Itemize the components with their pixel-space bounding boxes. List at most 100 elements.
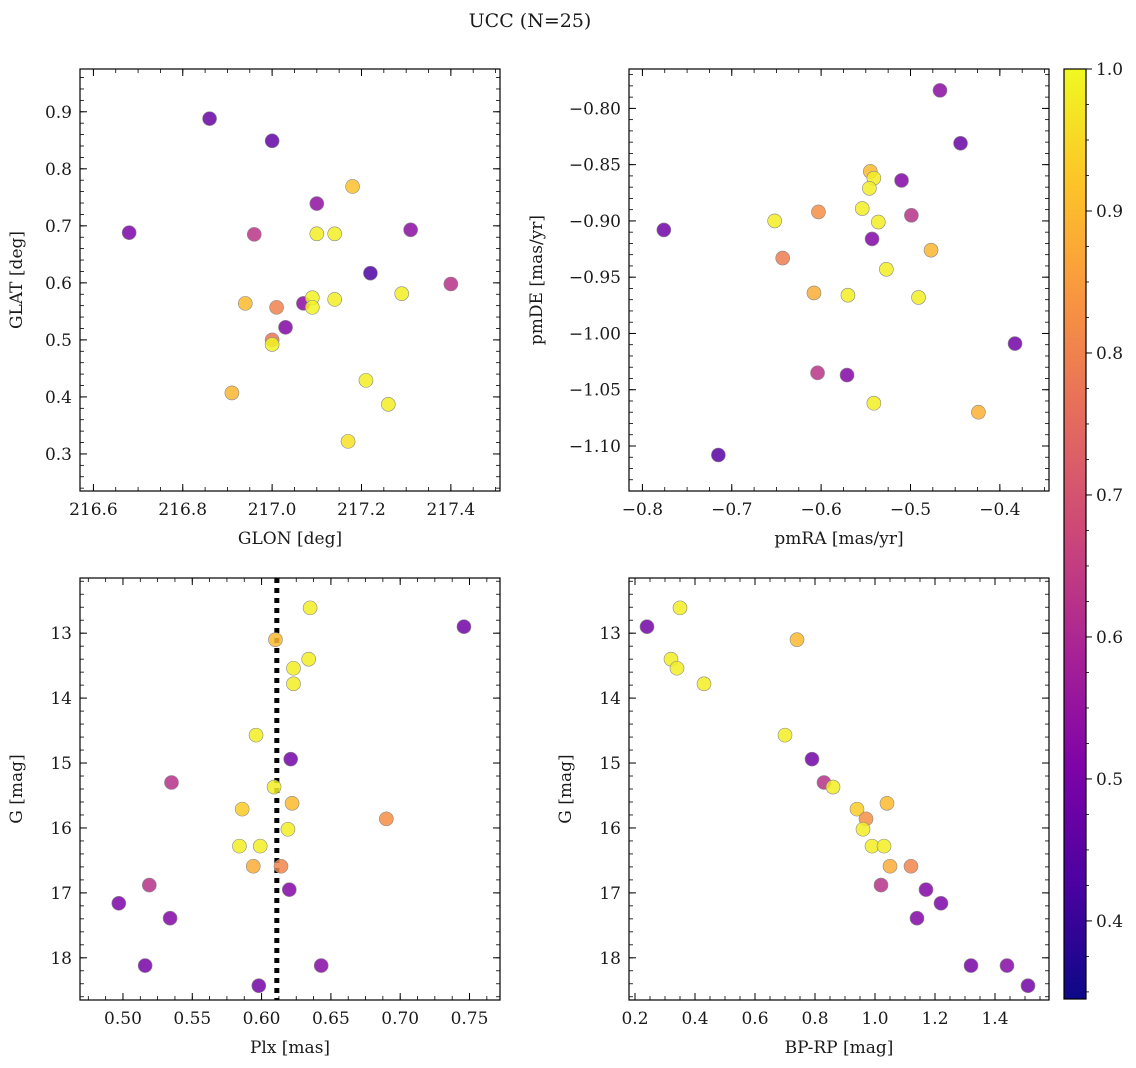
x-tick-label: 0.70 [381,1009,419,1029]
data-point [202,111,217,126]
data-point [245,858,261,874]
x-tick-label: −0.7 [711,500,752,520]
data-point [286,676,301,692]
data-point [839,367,855,383]
x-tick-label: 0.2 [621,1009,648,1029]
data-point [855,821,871,837]
panel-pmra-pmde: −0.8 −0.7 −0.6 −0.5 −0.4 −1.10 −1.05 −1.00 −0.95… [527,68,1050,549]
colorbar-tick-label: 0.6 [1096,628,1123,648]
data-point [777,727,793,743]
y-tick-label: 17 [50,884,72,904]
data-point [854,201,870,216]
data-point [806,285,822,301]
data-point [840,287,856,303]
figure-title: UCC (N=25) [469,10,592,32]
x-tick-label: 1.4 [981,1009,1008,1029]
data-point [111,895,127,911]
data-point [309,226,325,242]
y-tick-label: 0.9 [45,103,72,123]
panel-bprp-g: 0.2 0.4 0.6 0.8 1.0 1.2 1.4 13 14 15 16 17 18 BP-RP [… [556,577,1050,1058]
colorbar: 0.4 0.5 0.6 0.7 0.8 0.9 1.0 [1063,60,1123,1000]
data-point [248,727,264,743]
data-point [284,795,300,811]
y-tick-label: 0.8 [45,160,72,180]
data-point [656,222,672,238]
data-point [121,225,137,240]
data-point [876,838,892,854]
y-tick-label: 0.6 [45,274,72,294]
y-tick-label: 17 [599,884,621,904]
data-point [953,135,968,151]
data-point [923,242,939,258]
x-tick-label: −0.6 [800,500,841,520]
x-tick-label: −0.5 [890,500,931,520]
y-tick-label: 0.5 [45,331,72,351]
y-axis-label: GLAT [deg] [7,231,27,329]
axes-frame [79,577,501,1001]
x-tick-label: 217.0 [248,500,297,520]
data-point [379,811,394,827]
data-point [849,801,865,817]
data-point [911,290,926,305]
data-point [301,651,317,667]
data-point [711,447,726,463]
x-tick-label: 0.4 [681,1009,708,1029]
x-tick-label: 0.65 [312,1009,350,1029]
colorbar-tick-label: 0.5 [1096,770,1123,790]
y-tick-label: 15 [599,754,621,774]
data-point [879,795,895,811]
data-point [137,958,153,973]
x-tick-label: 216.6 [69,500,118,520]
x-tick-label: −0.8 [622,500,663,520]
data-point [142,877,157,893]
y-tick-label: 16 [599,819,621,839]
data-point [286,660,301,676]
data-point [999,958,1015,973]
x-tick-label: 1.2 [921,1009,948,1029]
x-tick-label: −0.4 [979,500,1020,520]
colorbar-gradient [1064,69,1086,999]
x-axis-label: GLON [deg] [238,529,342,549]
data-point [363,265,378,281]
data-point [268,632,283,647]
axes-frame [79,68,501,492]
data-point [394,286,410,301]
data-point [273,858,289,874]
y-axis-label: G [mag] [7,754,27,823]
y-tick-label: −1.05 [569,381,621,401]
x-axis-label: BP-RP [mag] [785,1038,894,1058]
data-point [266,779,282,795]
data-point [340,434,356,449]
y-tick-label: 13 [50,624,72,644]
data-point [672,600,688,616]
y-tick-label: −0.90 [569,212,621,232]
panel-glon-glat: 216.6 216.8 217.0 217.2 217.4 0.3 0.4 0.5 0.6 0.7… [7,68,501,549]
data-point [252,838,268,854]
data-point [1007,336,1023,351]
x-axis-label: Plx [mas] [250,1038,330,1058]
x-tick-label: 0.75 [451,1009,489,1029]
x-tick-label: 0.55 [173,1009,211,1029]
y-tick-label: 0.7 [45,217,72,237]
data-point [933,895,949,911]
data-point [862,180,877,196]
panel-plx-g: 0.50 0.55 0.60 0.65 0.70 0.75 13 14 15 16 17 18 Plx … [7,577,501,1058]
data-point [932,83,948,98]
data-point [873,877,889,893]
y-tick-label: 0.4 [45,388,72,408]
x-tick-label: 0.60 [243,1009,281,1029]
y-tick-label: 0.3 [45,445,72,465]
data-point [264,337,280,352]
data-point [775,250,791,266]
data-point [443,276,459,292]
y-tick-label: −1.00 [569,324,621,344]
y-tick-label: 16 [50,819,72,839]
data-point [403,222,418,238]
x-tick-label: 217.4 [427,500,476,520]
x-tick-label: 0.6 [741,1009,768,1029]
data-point [904,207,919,223]
y-tick-label: 13 [599,624,621,644]
data-point [963,958,979,973]
y-axis-label: G [mag] [556,754,576,823]
